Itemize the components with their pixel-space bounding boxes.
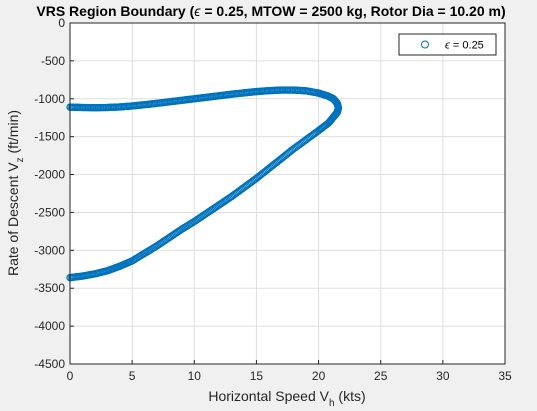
- x-tick-label: 5: [129, 369, 136, 383]
- legend-marker: [421, 40, 429, 49]
- data-series: [66, 86, 343, 282]
- legend-label: ϵ = 0.25: [445, 40, 484, 52]
- y-tick-labels: 0 -500 -1000 -1500 -2000 -2500 -3000 -3500 -4000…: [34, 16, 65, 371]
- x-axis-label: Horizontal Speed Vh (kts): [208, 388, 365, 409]
- y-tick-label: -4000: [34, 319, 65, 333]
- y-tick-label: 0: [58, 16, 65, 30]
- plot-area[interactable]: [66, 22, 506, 365]
- x-tick-label: 35: [498, 369, 512, 383]
- y-tick-label: -2500: [34, 205, 65, 219]
- x-tick-label: 10: [188, 369, 202, 383]
- y-tick-label: -4500: [34, 357, 65, 371]
- y-axis-label: Rate of Descent Vz (ft/min): [5, 110, 26, 276]
- y-tick-label: -500: [41, 54, 65, 68]
- x-tick-labels: 0 5 10 15 20 25 30 35: [67, 369, 512, 383]
- y-tick-label: -2000: [34, 168, 65, 182]
- x-tick-label: 30: [436, 369, 450, 383]
- tick-marks: [69, 22, 506, 365]
- y-tick-label: -3000: [34, 243, 65, 257]
- legend[interactable]: ϵ = 0.25: [398, 33, 497, 56]
- x-tick-label: 15: [250, 369, 264, 383]
- y-tick-label: -1000: [34, 92, 65, 106]
- y-tick-label: -1500: [34, 130, 65, 144]
- x-tick-label: 0: [67, 369, 74, 383]
- x-tick-label: 25: [374, 369, 388, 383]
- x-tick-label: 20: [312, 369, 326, 383]
- chart-title: VRS Region Boundary (ϵ = 0.25, MTOW = 25…: [36, 3, 505, 19]
- legend-box: [398, 33, 497, 56]
- axes-box: [69, 22, 506, 365]
- y-tick-label: -3500: [34, 281, 65, 295]
- axes-background: [70, 23, 505, 364]
